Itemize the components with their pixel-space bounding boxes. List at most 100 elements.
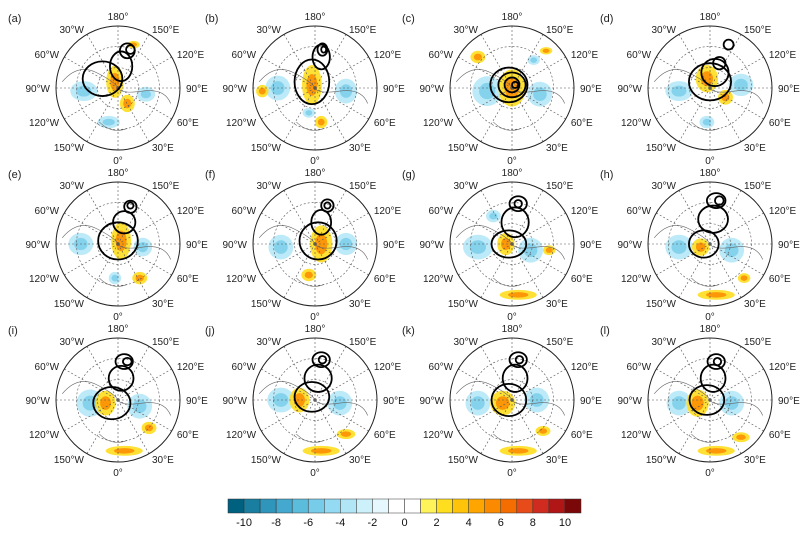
lon-label-top: 180°	[700, 324, 721, 335]
colorbar-tick-label: -2	[368, 517, 378, 529]
lon-label-east: 60°E	[769, 118, 791, 129]
lon-label-east: 150°E	[152, 337, 180, 348]
lon-label-east: 90°E	[580, 396, 602, 407]
lon-label-east: 90°E	[186, 84, 208, 95]
lon-label-east: 30°E	[152, 143, 174, 154]
contour-loop	[81, 60, 124, 97]
colorbar: -10 -8 -6 -4 -2 0 2 4 6 8 10	[227, 498, 582, 529]
lon-label-east: 60°E	[177, 118, 199, 129]
lon-label-east: 90°E	[383, 84, 405, 95]
positive-anomaly-core	[100, 396, 112, 410]
negative-anomaly-core	[724, 396, 739, 410]
lon-label-west: 90°W	[25, 84, 50, 95]
negative-anomaly-core	[702, 118, 711, 126]
lon-label-east: 90°E	[778, 240, 800, 251]
colorbar-tick-label: 8	[530, 517, 536, 529]
lon-label-east: 60°E	[374, 274, 396, 285]
colorbar-tick-label: 4	[466, 517, 472, 529]
lon-label-west: 150°W	[251, 455, 282, 466]
contour-loop	[489, 66, 529, 104]
lon-label-west: 150°W	[448, 143, 479, 154]
lon-label-top: 180°	[700, 168, 721, 179]
lon-label-west: 90°W	[222, 396, 247, 407]
contour-loop	[511, 80, 520, 89]
map-panel: 180° 0° 150°W 120°W 90°W 60°W 30°W 150°E 120°E 90…	[600, 12, 800, 167]
positive-anomaly-core	[135, 274, 144, 282]
positive-anomaly-core	[340, 431, 352, 437]
negative-anomaly-core	[339, 237, 353, 251]
contour-loop	[501, 363, 529, 393]
contour-loop	[317, 355, 328, 365]
colorbar-swatch	[468, 498, 485, 514]
colorbar-swatch	[372, 498, 389, 514]
positive-anomaly-core	[705, 292, 727, 298]
map-panel: 180° 0° 150°W 120°W 90°W 60°W 30°W 150°E 120°E 90…	[402, 12, 602, 167]
lon-label-west: 30°W	[651, 337, 676, 348]
positive-anomaly-core	[695, 242, 706, 252]
contour-loop	[323, 201, 332, 210]
lon-label-east: 60°E	[571, 118, 593, 129]
lon-label-east: 90°E	[580, 84, 602, 95]
lon-label-east: 30°E	[349, 299, 371, 310]
positive-anomaly-core	[501, 237, 511, 251]
contour-loop	[490, 382, 528, 418]
lon-label-east: 120°E	[769, 206, 797, 217]
negative-anomaly-core	[82, 395, 98, 411]
lon-label-west: 150°W	[54, 143, 85, 154]
lon-label-east: 150°E	[546, 25, 574, 36]
lon-label-west: 60°W	[35, 50, 60, 61]
map-boundary	[647, 181, 773, 307]
contour-loop	[122, 356, 133, 367]
contour-loop	[109, 50, 134, 83]
colorbar-swatch	[340, 498, 357, 514]
lon-label-west: 150°W	[251, 143, 282, 154]
lon-label-west: 60°W	[429, 362, 454, 373]
map-boundary	[252, 337, 378, 463]
lon-label-east: 30°E	[744, 455, 766, 466]
lon-label-west: 90°W	[222, 240, 247, 251]
lon-label-east: 120°E	[769, 50, 797, 61]
negative-anomaly-core	[132, 399, 147, 414]
positive-anomaly-core	[691, 395, 704, 411]
lon-label-east: 120°E	[769, 362, 797, 373]
negative-anomaly-core	[76, 85, 92, 97]
contour-loop	[320, 45, 328, 54]
lon-label-west: 60°W	[35, 362, 60, 373]
negative-anomaly-core	[102, 118, 115, 126]
positive-anomaly-core	[507, 448, 529, 454]
negative-anomaly-core	[471, 396, 485, 410]
lon-label-west: 60°W	[429, 206, 454, 217]
contour-loop	[97, 221, 139, 261]
lon-label-bottom: 0°	[113, 468, 123, 479]
lon-label-west: 150°W	[54, 299, 85, 310]
contour-loop	[298, 221, 338, 261]
colorbar-swatch	[324, 498, 341, 514]
lon-label-bottom: 0°	[113, 312, 123, 323]
colorbar-swatch	[291, 498, 309, 514]
contour-loop	[123, 199, 138, 214]
lon-label-west: 30°W	[651, 181, 676, 192]
lon-label-east: 120°E	[571, 362, 599, 373]
map-boundary	[252, 25, 378, 151]
lon-label-east: 60°E	[177, 430, 199, 441]
lon-label-west: 60°W	[232, 50, 257, 61]
contour-loop	[316, 42, 329, 57]
contour-loop	[112, 210, 137, 235]
lon-label-bottom: 0°	[507, 468, 517, 479]
lon-label-west: 120°W	[621, 430, 652, 441]
lon-label-west: 120°W	[621, 118, 652, 129]
colorbar-tick-label: -8	[271, 517, 281, 529]
lon-label-west: 30°W	[256, 25, 281, 36]
lon-label-west: 30°W	[453, 181, 478, 192]
panel-label: (e)	[8, 169, 21, 181]
lon-label-west: 60°W	[232, 362, 257, 373]
positive-anomaly-core	[507, 292, 529, 298]
lon-label-east: 60°E	[769, 274, 791, 285]
map-boundary	[449, 25, 575, 151]
contour-loop	[712, 356, 723, 367]
contour-loop	[697, 204, 729, 234]
map-boundary	[55, 181, 181, 307]
contour-loop	[699, 363, 727, 393]
lon-label-east: 30°E	[546, 143, 568, 154]
panel-label: (a)	[8, 13, 21, 25]
